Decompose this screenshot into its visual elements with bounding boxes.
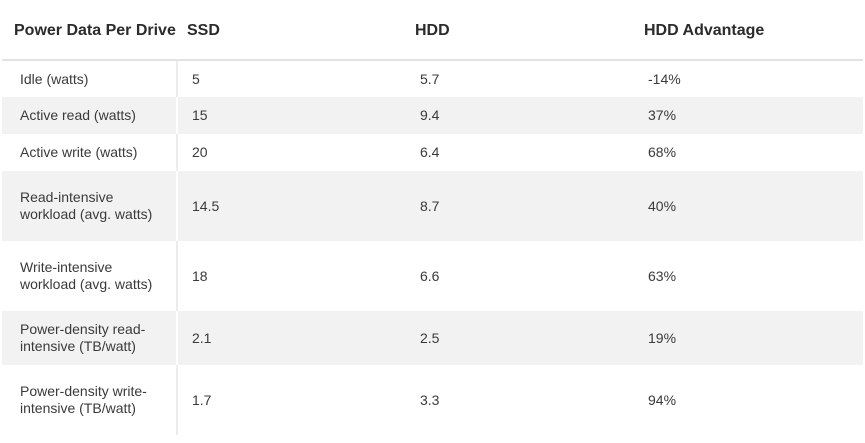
row-label: Write-intensive workload (avg. watts) bbox=[2, 241, 178, 311]
hdd-value: 6.6 bbox=[405, 241, 633, 311]
table-body: Idle (watts) 5 5.7 -14% Active read (wat… bbox=[2, 60, 863, 435]
hdd-advantage-value: 19% bbox=[633, 311, 863, 365]
ssd-value: 20 bbox=[177, 134, 405, 171]
header-ssd: SSD bbox=[177, 0, 405, 61]
row-label: Power-density write-intensive (TB/watt) bbox=[2, 365, 178, 435]
hdd-value: 2.5 bbox=[405, 311, 633, 365]
table-row: Write-intensive workload (avg. watts) 18… bbox=[2, 241, 863, 311]
ssd-value: 2.1 bbox=[177, 311, 405, 365]
hdd-advantage-value: 63% bbox=[633, 241, 863, 311]
table-row: Idle (watts) 5 5.7 -14% bbox=[2, 60, 863, 97]
hdd-advantage-value: 94% bbox=[633, 365, 863, 435]
power-data-table: Power Data Per Drive SSD HDD HDD Advanta… bbox=[2, 0, 863, 435]
ssd-value: 14.5 bbox=[177, 171, 405, 241]
hdd-advantage-value: -14% bbox=[633, 60, 863, 97]
row-label: Power-density read-intensive (TB/watt) bbox=[2, 311, 178, 365]
ssd-value: 1.7 bbox=[177, 365, 405, 435]
row-label: Idle (watts) bbox=[2, 60, 178, 97]
header-power-data-per-drive: Power Data Per Drive bbox=[2, 0, 177, 61]
row-label: Active write (watts) bbox=[2, 134, 178, 171]
header-hdd: HDD bbox=[405, 0, 633, 61]
hdd-advantage-value: 40% bbox=[633, 171, 863, 241]
header-hdd-advantage: HDD Advantage bbox=[633, 0, 863, 61]
hdd-value: 5.7 bbox=[405, 60, 633, 97]
table-header: Power Data Per Drive SSD HDD HDD Advanta… bbox=[2, 0, 863, 61]
table-row: Active read (watts) 15 9.4 37% bbox=[2, 97, 863, 134]
ssd-value: 18 bbox=[177, 241, 405, 311]
ssd-value: 5 bbox=[177, 60, 405, 97]
hdd-value: 9.4 bbox=[405, 97, 633, 134]
table-row: Read-intensive workload (avg. watts) 14.… bbox=[2, 171, 863, 241]
row-label: Active read (watts) bbox=[2, 97, 178, 134]
ssd-value: 15 bbox=[177, 97, 405, 134]
table-row: Active write (watts) 20 6.4 68% bbox=[2, 134, 863, 171]
table-row: Power-density read-intensive (TB/watt) 2… bbox=[2, 311, 863, 365]
hdd-advantage-value: 37% bbox=[633, 97, 863, 134]
hdd-value: 8.7 bbox=[405, 171, 633, 241]
header-row: Power Data Per Drive SSD HDD HDD Advanta… bbox=[2, 0, 863, 61]
row-label: Read-intensive workload (avg. watts) bbox=[2, 171, 178, 241]
hdd-value: 3.3 bbox=[405, 365, 633, 435]
hdd-advantage-value: 68% bbox=[633, 134, 863, 171]
table-row: Power-density write-intensive (TB/watt) … bbox=[2, 365, 863, 435]
hdd-value: 6.4 bbox=[405, 134, 633, 171]
